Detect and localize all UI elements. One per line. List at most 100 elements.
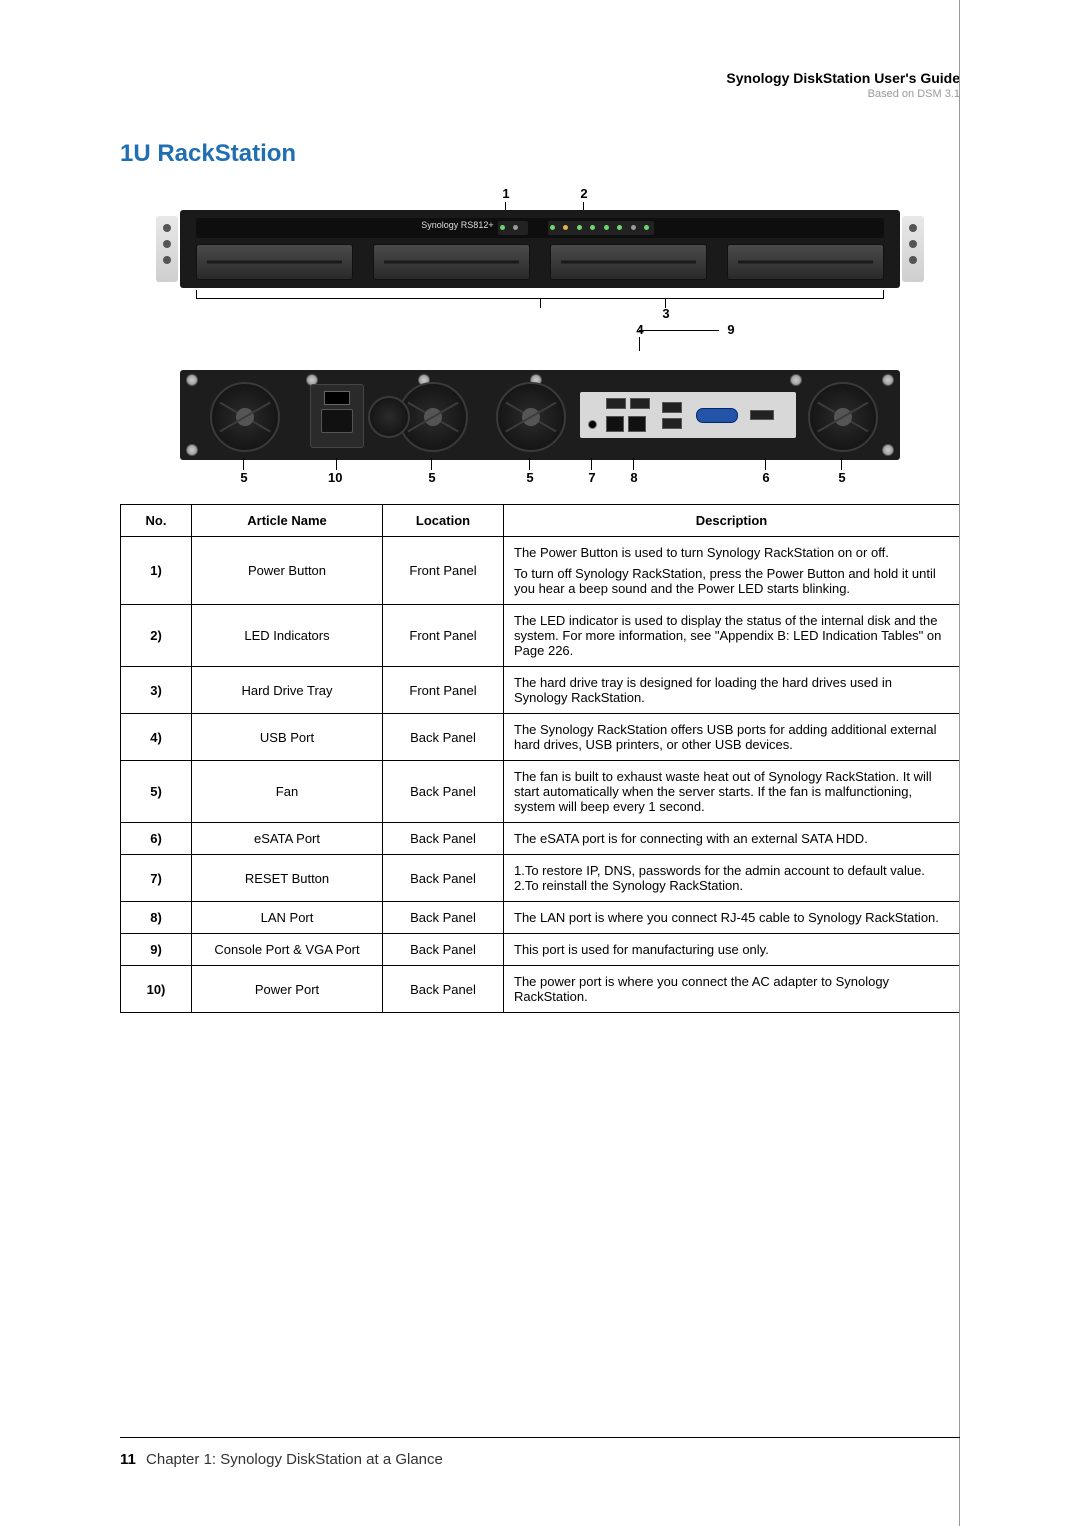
led-indicator-block [548,221,654,235]
cell-no: 8) [121,902,192,934]
back-callout-row-bottom: 5 10 5 5 7 8 6 5 [180,460,900,486]
desc-paragraph: The fan is built to exhaust waste heat o… [514,769,949,814]
rack-ear-right [902,216,924,282]
desc-paragraph: The LAN port is where you connect RJ-45 … [514,910,949,925]
callout-5b: 5 [426,470,438,485]
cell-name: LED Indicators [192,605,383,667]
callout-5c: 5 [524,470,536,485]
desc-paragraph: The Synology RackStation offers USB port… [514,722,949,752]
device-diagram: 1 2 Synology RS812+ [180,186,900,486]
cell-name: Console Port & VGA Port [192,934,383,966]
callout-10: 10 [328,470,340,485]
cell-desc: The fan is built to exhaust waste heat o… [504,761,960,823]
chapter-label: Chapter 1: Synology DiskStation at a Gla… [146,1451,443,1468]
desc-paragraph: The power port is where you connect the … [514,974,949,1004]
power-button-icon [498,221,528,235]
drive-bay-row [196,244,884,280]
cell-loc: Front Panel [383,605,504,667]
cell-name: RESET Button [192,855,383,902]
cell-no: 7) [121,855,192,902]
right-margin-line [959,0,960,1526]
cell-no: 6) [121,823,192,855]
cell-no: 3) [121,667,192,714]
cell-no: 2) [121,605,192,667]
table-row: 10)Power PortBack PanelThe power port is… [121,966,960,1013]
spec-table: No. Article Name Location Description 1)… [120,504,960,1013]
callout-8: 8 [628,470,640,485]
lan-port-icon [628,416,646,432]
header-title: Synology DiskStation User's Guide [120,70,960,86]
callout-5: 5 [238,470,250,485]
drive-bay [727,244,884,280]
cell-no: 5) [121,761,192,823]
desc-paragraph: The eSATA port is for connecting with an… [514,831,949,846]
reset-button-icon [588,420,597,429]
cell-loc: Back Panel [383,902,504,934]
callout-6: 6 [760,470,772,485]
cell-desc: The Power Button is used to turn Synolog… [504,537,960,605]
table-row: 3)Hard Drive TrayFront PanelThe hard dri… [121,667,960,714]
cell-name: USB Port [192,714,383,761]
cell-desc: The eSATA port is for connecting with an… [504,823,960,855]
small-fan-icon [368,396,410,438]
page: Synology DiskStation User's Guide Based … [0,0,1080,1526]
desc-paragraph: To turn off Synology RackStation, press … [514,566,949,596]
footer: 11 Chapter 1: Synology DiskStation at a … [120,1451,443,1468]
vga-port-icon [696,408,738,423]
cell-no: 9) [121,934,192,966]
callout-2: 2 [578,186,590,201]
desc-paragraph: 1.To restore IP, DNS, passwords for the … [514,863,949,893]
cell-loc: Back Panel [383,823,504,855]
cell-name: Power Button [192,537,383,605]
usb-port-icon [630,398,650,409]
cell-loc: Back Panel [383,714,504,761]
back-callout-row-top: 4 9 [180,322,900,342]
table-row: 7)RESET ButtonBack Panel 1.To restore IP,… [121,855,960,902]
cell-name: eSATA Port [192,823,383,855]
cell-no: 10) [121,966,192,1013]
callout-1: 1 [500,186,512,201]
cell-no: 1) [121,537,192,605]
cell-name: LAN Port [192,902,383,934]
brand-label: Synology RS812+ [421,220,493,230]
desc-paragraph: The LED indicator is used to display the… [514,613,949,658]
desc-paragraph: The hard drive tray is designed for load… [514,675,949,705]
lan-port-icon [606,416,624,432]
header: Synology DiskStation User's Guide Based … [120,70,960,100]
callout-7: 7 [586,470,598,485]
cell-desc: The power port is where you connect the … [504,966,960,1013]
tray-bracket: 3 [180,290,900,318]
usb-port-icon [662,418,682,429]
callout-3: 3 [660,306,672,321]
cell-loc: Back Panel [383,855,504,902]
usb-port-icon [606,398,626,409]
cell-desc: The Synology RackStation offers USB port… [504,714,960,761]
col-loc: Location [383,505,504,537]
cell-no: 4) [121,714,192,761]
table-header-row: No. Article Name Location Description [121,505,960,537]
page-number: 11 [120,1451,136,1468]
drive-bay [373,244,530,280]
col-no: No. [121,505,192,537]
footer-rule [120,1437,960,1438]
table-row: 5)FanBack PanelThe fan is built to exhau… [121,761,960,823]
power-port-icon [310,384,364,448]
esata-port-icon [750,410,774,420]
front-callout-row: 1 2 [180,186,900,210]
callout-9: 9 [725,322,737,337]
cell-desc: This port is used for manufacturing use … [504,934,960,966]
cell-loc: Back Panel [383,934,504,966]
back-chassis [180,370,900,460]
fan-icon [808,382,878,452]
cell-desc: The LED indicator is used to display the… [504,605,960,667]
drive-bay [550,244,707,280]
table-row: 2)LED IndicatorsFront PanelThe LED indic… [121,605,960,667]
rack-ear-left [156,216,178,282]
table-row: 9)Console Port & VGA PortBack Panel This … [121,934,960,966]
section-title: 1U RackStation [120,140,960,168]
cell-desc: The hard drive tray is designed for load… [504,667,960,714]
usb-port-icon [662,402,682,413]
cell-name: Fan [192,761,383,823]
desc-paragraph: This port is used for manufacturing use … [514,942,949,957]
drive-bay [196,244,353,280]
